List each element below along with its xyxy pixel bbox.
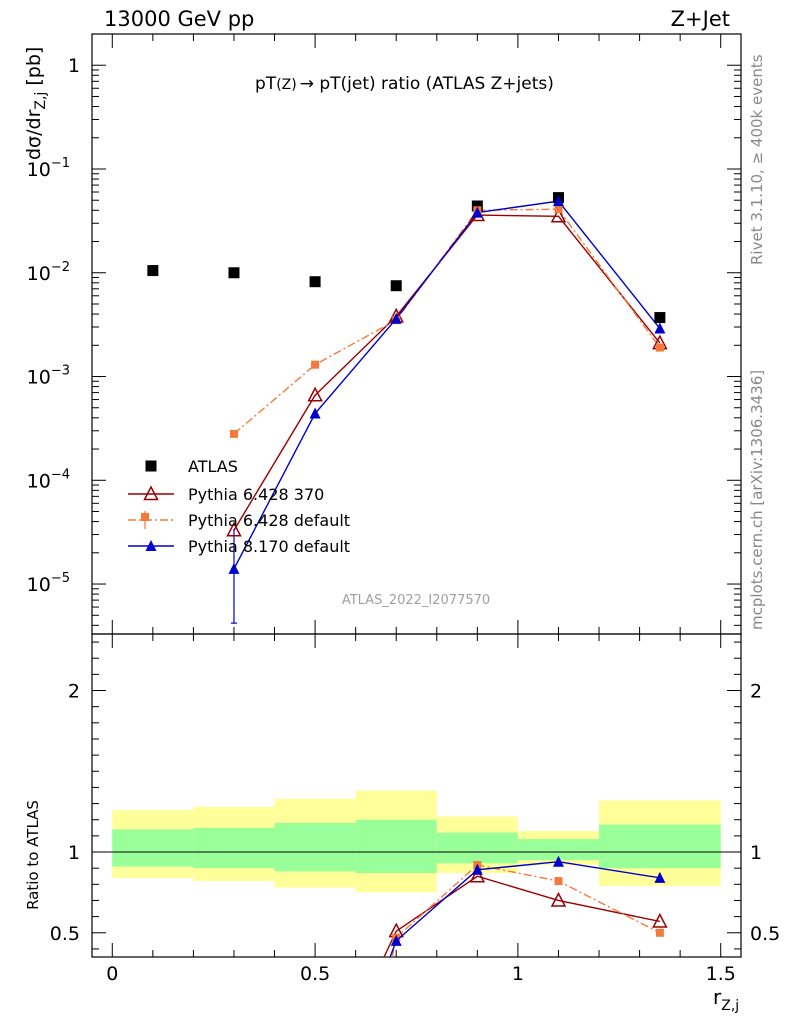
plot-title: pT(Z) → pT(jet) ratio (ATLAS Z+jets) [255, 74, 554, 94]
legend-label: ATLAS [188, 457, 238, 476]
data-point [471, 206, 483, 218]
ratio-frame [91, 633, 742, 958]
ratio-point [390, 934, 402, 946]
data-point [654, 312, 666, 324]
ratio-band-inner [112, 829, 194, 867]
rivet-label: Rivet 3.1.10, ≥ 400k events [748, 54, 766, 265]
x-axis-label: rZ,j [713, 985, 739, 1014]
x-tick-label: 1 [512, 963, 524, 985]
xlabel-main: r [713, 985, 722, 1009]
data-point [309, 276, 321, 288]
legend-label: Pythia 8.170 default [188, 537, 350, 556]
y-tick-label: 10−1 [27, 156, 70, 181]
legend-marker [145, 540, 157, 551]
ratio-plot: 0 0.5 1 1.5 0.5 0.5 1 1 2 2 [50, 34, 780, 985]
ratio-band-inner [355, 819, 437, 874]
ratio-point [469, 867, 486, 883]
y-tick-label: 1 [68, 55, 80, 77]
legend-label: Pythia 6.428 default [188, 511, 350, 530]
legend-marker [143, 485, 159, 501]
data-point [390, 280, 402, 292]
header-left: 13000 GeV pp [104, 7, 254, 31]
legend-label: Pythia 6.428 370 [188, 485, 324, 504]
ratio-band-inner [517, 839, 600, 861]
ylabel-main: dσ/dr [23, 109, 45, 160]
ratio-point [652, 912, 668, 928]
series-line-2 [233, 200, 661, 570]
data-point [311, 360, 320, 369]
data-point [390, 312, 402, 324]
ylabel-sub: Z,j [33, 92, 49, 110]
data-point [229, 429, 238, 438]
ratio-line-0 [383, 875, 661, 958]
series-line-1 [233, 208, 661, 435]
y-tick-label: 10−4 [27, 467, 70, 492]
data-point [552, 195, 564, 207]
data-point [550, 207, 567, 223]
legend-marker [141, 513, 149, 521]
data-point [226, 521, 242, 537]
ratio-y-tick-label: 0.5 [50, 923, 80, 945]
data-point [228, 267, 240, 279]
data-point [228, 562, 240, 574]
ratio-point [471, 863, 483, 875]
data-point [654, 322, 666, 334]
ratio-ylabel: Ratio to ATLAS [24, 800, 42, 910]
series-line-0 [233, 214, 661, 531]
xlabel-sub: Z,j [721, 998, 739, 1014]
ratio-band-inner [274, 822, 356, 872]
data-point [655, 343, 664, 352]
ratio-point [552, 855, 564, 867]
ratio-y-tick-label-right: 1 [750, 842, 762, 864]
header-right: Z+Jet [671, 7, 730, 31]
x-tick-label: 0 [106, 963, 118, 985]
ylabel-unit: [pb] [23, 47, 45, 92]
main-plot: 1 10−1 10−2 10−3 10−4 10−5 [27, 33, 742, 635]
title-rest: pT(jet) ratio (ATLAS Z+jets) [314, 74, 554, 94]
ratio-point [554, 877, 563, 886]
data-point [309, 407, 321, 419]
y-tick-label: 10−5 [27, 571, 70, 596]
ratio-y-tick-label: 2 [68, 681, 80, 703]
ratio-band-inner [436, 832, 518, 864]
title-sub: (Z) [276, 77, 297, 93]
ratio-band-inner [193, 827, 275, 869]
legend-marker [145, 460, 157, 472]
main-ylabel: dσ/drZ,j [pb] [23, 47, 49, 160]
ratio-y-tick-label: 1 [68, 842, 80, 864]
data-point [307, 386, 323, 402]
ratio-band-inner [599, 824, 721, 869]
data-point [471, 200, 483, 212]
ratio-point [655, 928, 664, 937]
ratio-y-tick-label-right: 2 [750, 681, 762, 703]
ratio-point [550, 891, 567, 907]
legend: ATLAS Pythia 6.428 370 Pythia 6.428 defaul… [128, 457, 350, 556]
data-point [147, 265, 159, 277]
ratio-y-tick-label-right: 0.5 [750, 923, 780, 945]
x-tick-label: 0.5 [300, 963, 330, 985]
analysis-watermark: ATLAS_2022_I2077570 [342, 593, 490, 608]
title-arrow: → [300, 74, 314, 94]
data-point [554, 205, 563, 214]
y-tick-label: 10−3 [27, 364, 70, 389]
y-tick-label: 10−2 [27, 260, 70, 285]
x-tick-label: 1.5 [706, 963, 736, 985]
title-main: pT [255, 74, 277, 94]
mcplots-label: mcplots.cern.ch [arXiv:1306.3436] [748, 370, 766, 630]
